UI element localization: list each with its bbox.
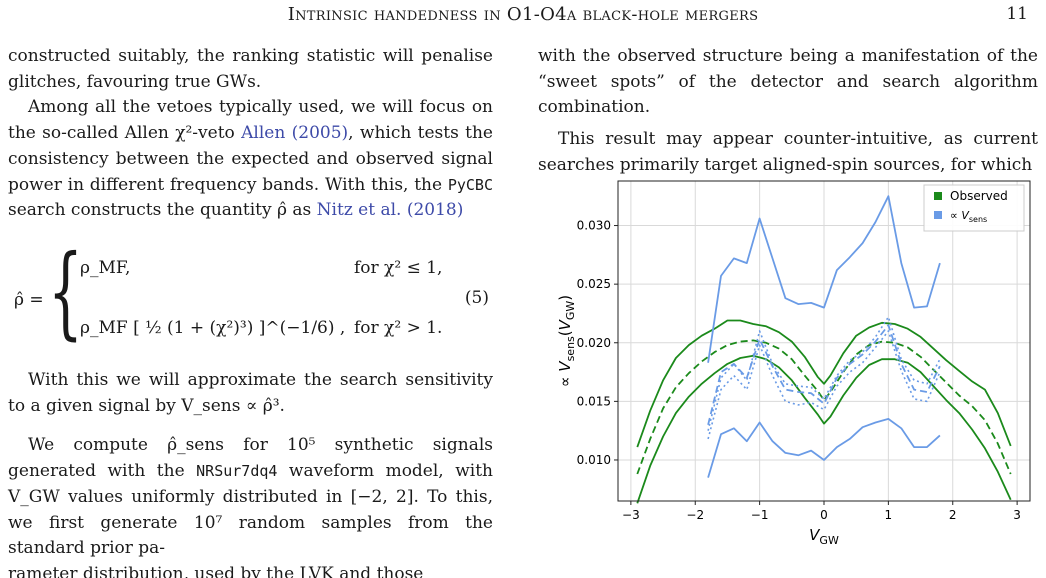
paragraph-4-text-a: We compute ρ̂_sens for 10⁵ synthetic sig…: [8, 435, 493, 482]
series-layer: [636, 195, 1012, 504]
y-tick-label: 0.015: [577, 394, 611, 408]
legend-observed-swatch: [934, 192, 942, 200]
legend-observed-label: Observed: [950, 189, 1008, 203]
x-tick-label: 2: [949, 508, 957, 522]
observed-lower-line: [636, 354, 1012, 504]
equation-case-1-condition: for χ² ≤ 1,: [354, 258, 443, 278]
vsens-upper-line: [707, 195, 941, 363]
paragraph-2-text-a: Among all the vetoes typically used, we …: [8, 97, 493, 144]
paragraph-2-text-b: , which tests the consistency between th…: [8, 123, 493, 195]
running-header: Intrinsic handedness in O1-O4a black-hol…: [287, 4, 759, 25]
x-tick-label: −3: [622, 508, 640, 522]
y-axis-label: ∝ Vsens(VGW): [556, 295, 577, 387]
paragraph-4-text-b: waveform model, with V_GW values uniform…: [8, 461, 493, 559]
x-tick-label: 1: [885, 508, 893, 522]
equation-lhs: ρ̂ =: [14, 290, 44, 310]
paragraph-4-cut: rameter distribution, used by the LVK an…: [8, 563, 424, 578]
paragraph-1: constructed suitably, the ranking statis…: [8, 46, 493, 92]
y-tick-label: 0.010: [577, 453, 611, 467]
equation-brace: {: [48, 233, 83, 350]
cut-line: rameter distribution, used by the LVK an…: [8, 562, 493, 578]
y-tick-label: 0.030: [577, 219, 611, 233]
observed-upper-line: [636, 319, 1012, 448]
x-tick-label: 3: [1013, 508, 1021, 522]
y-tick-label: 0.025: [577, 277, 611, 291]
code-nrsur7dq4: NRSur7dq4: [196, 462, 278, 481]
paragraph-2-text-c: search constructs the quantity ρ̂ as: [8, 200, 317, 221]
x-axis-label: VGW: [809, 526, 839, 547]
equation-5: ρ̂ = { ρ_MF, for χ² ≤ 1, ρ_MF [ ½ (1 + (…: [8, 240, 493, 364]
x-tick-label: 0: [820, 508, 828, 522]
left-column-lower: With this we will approximate the search…: [8, 368, 493, 578]
y-tick-label: 0.020: [577, 336, 611, 350]
equation-case-1: ρ_MF,: [80, 258, 131, 278]
equation-number: (5): [464, 288, 489, 308]
legend: Observed ∝ Vsens: [923, 184, 1025, 232]
citation-allen[interactable]: Allen (2005): [241, 123, 349, 144]
paragraph-4: We compute ρ̂_sens for 10⁵ synthetic sig…: [8, 433, 493, 562]
x-tick-label: −2: [686, 508, 704, 522]
right-paragraph-2: This result may appear counter-intuitive…: [538, 129, 1038, 175]
equation-case-2-condition: for χ² > 1.: [354, 318, 443, 338]
left-column: constructed suitably, the ranking statis…: [8, 44, 493, 224]
equation-case-2: ρ_MF [ ½ (1 + (χ²)³) ]^(−1/6) ,: [80, 318, 346, 338]
right-paragraph-1: with the observed structure being a mani…: [538, 46, 1038, 118]
code-pycbc: PyCBC: [447, 175, 493, 194]
paragraph-3: With this we will approximate the search…: [8, 370, 493, 416]
x-tick-label: −1: [751, 508, 769, 522]
page-number: 11: [1006, 4, 1028, 24]
paragraph-2: Among all the vetoes typically used, we …: [8, 95, 493, 224]
vsens-lower-line: [707, 417, 941, 478]
tick-layer: −3 −2 −1 0 1 2 3 0.010 0.015 0.020 0.025 0.030: [577, 219, 1021, 522]
right-column: with the observed structure being a mani…: [538, 44, 1038, 179]
citation-nitz[interactable]: Nitz et al. (2018): [316, 200, 464, 221]
figure-chart: −3 −2 −1 0 1 2 3 0.010 0.015 0.020 0.025 0.030 VGW …: [554, 176, 1034, 560]
legend-vsens-swatch: [934, 211, 942, 219]
